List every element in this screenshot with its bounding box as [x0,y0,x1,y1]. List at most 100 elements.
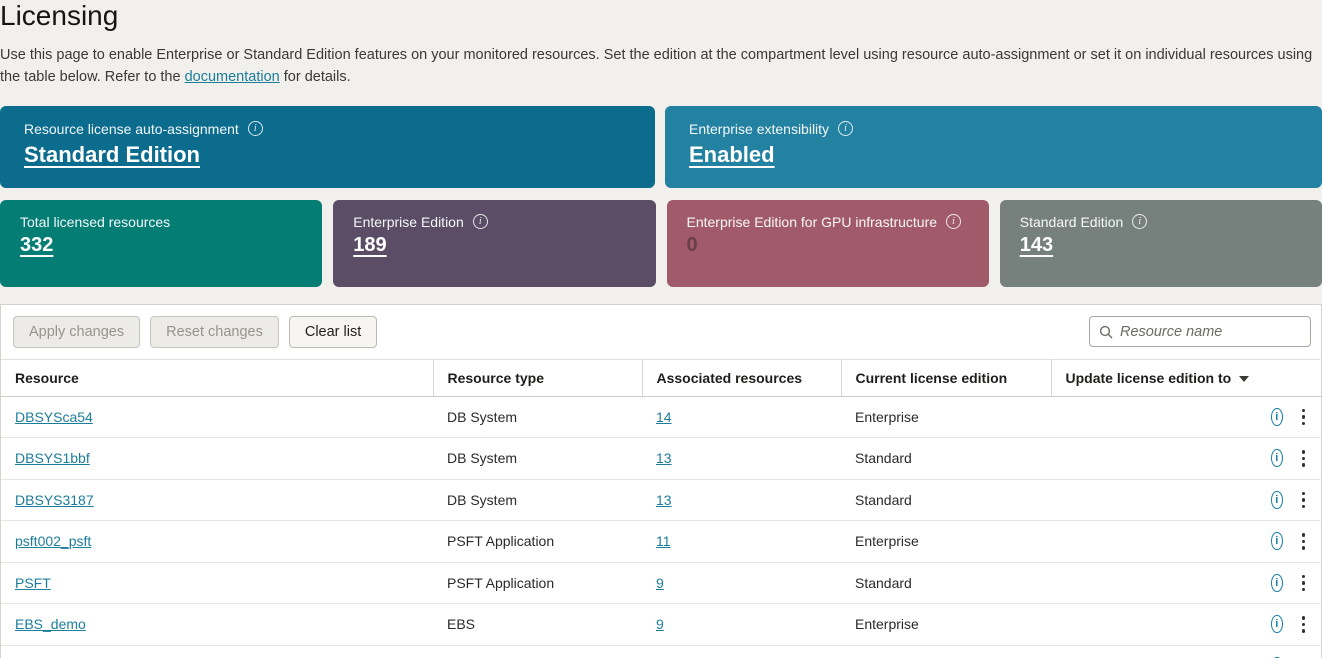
resource-link[interactable]: PSFT [15,574,51,591]
associated-resources-link[interactable]: 9 [656,574,664,591]
kebab-menu-icon[interactable] [1298,531,1310,552]
resource-link[interactable]: DBSYS1bbf [15,450,90,467]
resources-table: Resource Resource type Associated resour… [1,358,1322,658]
update-edition-cell [1051,645,1257,658]
clear-list-button[interactable]: Clear list [288,315,378,348]
info-icon[interactable]: i [1271,573,1283,592]
kebab-menu-icon[interactable] [1298,614,1310,635]
update-edition-cell [1051,437,1257,480]
current-edition-cell: Standard [841,479,1051,522]
associated-resources-link[interactable]: 9 [656,616,664,633]
resource-type-cell: DB System [433,479,642,522]
banner-enterprise-extensibility: Enterprise extensibility i Enabled [665,105,1322,188]
resource-search-box[interactable] [1089,316,1311,348]
kebab-menu-icon[interactable] [1298,448,1310,469]
info-icon[interactable]: i [1271,490,1283,509]
card-label: Enterprise Edition [353,213,464,230]
description-text-start: Use this page to enable Enterprise or St… [0,46,1313,86]
table-toolbar: Apply changes Reset changes Clear list [1,305,1321,359]
card-label: Enterprise Edition for GPU infrastructur… [686,213,938,230]
auto-assignment-value-link[interactable]: Standard Edition [24,141,200,167]
update-edition-cell [1051,520,1257,563]
update-edition-cell [1051,603,1257,646]
column-header-actions [1257,358,1322,397]
current-edition-cell: Standard [841,437,1051,480]
column-header-resource-type: Resource type [433,358,643,397]
info-icon[interactable]: i [1271,532,1283,551]
resource-type-cell: EBS [433,603,642,646]
resource-link[interactable]: DBSYSca54 [15,408,93,425]
total-licensed-count-link[interactable]: 332 [20,233,54,256]
associated-resources-link[interactable]: 11 [656,533,671,550]
reset-changes-button[interactable]: Reset changes [150,315,279,348]
kebab-menu-icon[interactable] [1298,490,1310,511]
search-icon [1099,325,1113,339]
card-standard-edition: Standard Edition i 143 [999,199,1322,287]
info-icon[interactable]: i [946,214,962,230]
banner-row: Resource license auto-assignment i Stand… [0,105,1322,188]
info-icon[interactable]: i [1132,214,1148,230]
page-title: Licensing [0,0,119,31]
page-description: Use this page to enable Enterprise or St… [0,44,1322,89]
table-row: EBS_demo EBS 9 Enterprise i [1,603,1322,646]
associated-resources-link[interactable]: 13 [656,491,672,508]
info-icon[interactable]: i [247,121,263,137]
apply-changes-button[interactable]: Apply changes [13,315,141,348]
current-edition-cell: Standard [841,562,1051,605]
table-row: psft002_psft PSFT Application 11 Enterpr… [1,520,1322,563]
table-row: DBSYSca54 DB System 14 Enterprise i [1,396,1322,439]
enterprise-count-link[interactable]: 189 [353,233,387,256]
table-row: DBSYS3187 DB System 13 Standard i [1,479,1322,522]
current-edition-cell: Enterprise [841,603,1051,646]
column-header-associated-resources: Associated resources [642,358,842,397]
column-header-resource: Resource [1,358,434,397]
update-edition-cell [1051,562,1257,605]
banner-label: Resource license auto-assignment [24,120,239,137]
chevron-down-icon [1239,376,1250,383]
resource-link[interactable]: psft002_psft [15,533,92,550]
gpu-count-value: 0 [686,233,698,256]
card-enterprise-edition: Enterprise Edition i 189 [333,199,656,287]
current-edition-cell: Enterprise [841,520,1051,563]
standard-count-link[interactable]: 143 [1019,233,1054,256]
current-edition-cell: Enterprise [841,396,1051,439]
info-icon[interactable]: i [1271,449,1283,468]
info-icon[interactable]: i [838,121,854,137]
resource-search-input[interactable] [1120,323,1301,340]
table-header-row: Resource Resource type Associated resour… [1,358,1322,397]
associated-resources-link[interactable]: 14 [656,408,672,425]
documentation-link[interactable]: documentation [184,69,280,86]
card-total-licensed-resources: Total licensed resources 332 [0,199,323,287]
info-icon[interactable]: i [1271,615,1283,634]
banner-label: Enterprise extensibility [689,120,830,137]
info-icon[interactable]: i [1271,407,1283,426]
update-edition-cell [1051,396,1257,439]
extensibility-value-link[interactable]: Enabled [689,141,775,167]
resource-link[interactable]: EBS_demo [15,616,86,633]
resource-type-cell: DB System [433,437,642,480]
kebab-menu-icon[interactable] [1298,407,1310,428]
card-enterprise-gpu: Enterprise Edition for GPU infrastructur… [666,199,989,287]
kebab-menu-icon[interactable] [1298,573,1310,594]
associated-resources-link[interactable]: 13 [656,450,672,467]
column-header-current-license-edition: Current license edition [841,358,1052,397]
update-edition-cell [1051,479,1257,522]
card-label: Total licensed resources [20,213,171,230]
resource-type-cell: Oracle WebLogic Domain [433,645,642,658]
resource-link[interactable]: DBSYS3187 [15,491,94,508]
current-edition-cell: Standard [841,645,1051,658]
resource-type-cell: DB System [433,396,642,439]
table-row: DBSYS1bbf DB System 13 Standard i [1,437,1322,480]
resources-table-panel: Apply changes Reset changes Clear list R… [0,303,1322,658]
table-row: PSFT PSFT Application 9 Standard i [1,562,1322,605]
card-label: Standard Edition [1019,213,1124,230]
description-text-end: for details. [279,69,351,86]
banner-resource-license-auto-assignment: Resource license auto-assignment i Stand… [0,105,655,188]
column-header-update-license-edition[interactable]: Update license edition to [1051,358,1257,397]
resource-type-cell: PSFT Application [433,562,642,605]
info-icon[interactable]: i [472,214,488,230]
table-row: slc18yyx_ebs_Domain Oracle WebLogic Doma… [1,645,1322,658]
stat-cards-row: Total licensed resources 332 Enterprise … [0,199,1322,287]
resource-type-cell: PSFT Application [433,520,642,563]
